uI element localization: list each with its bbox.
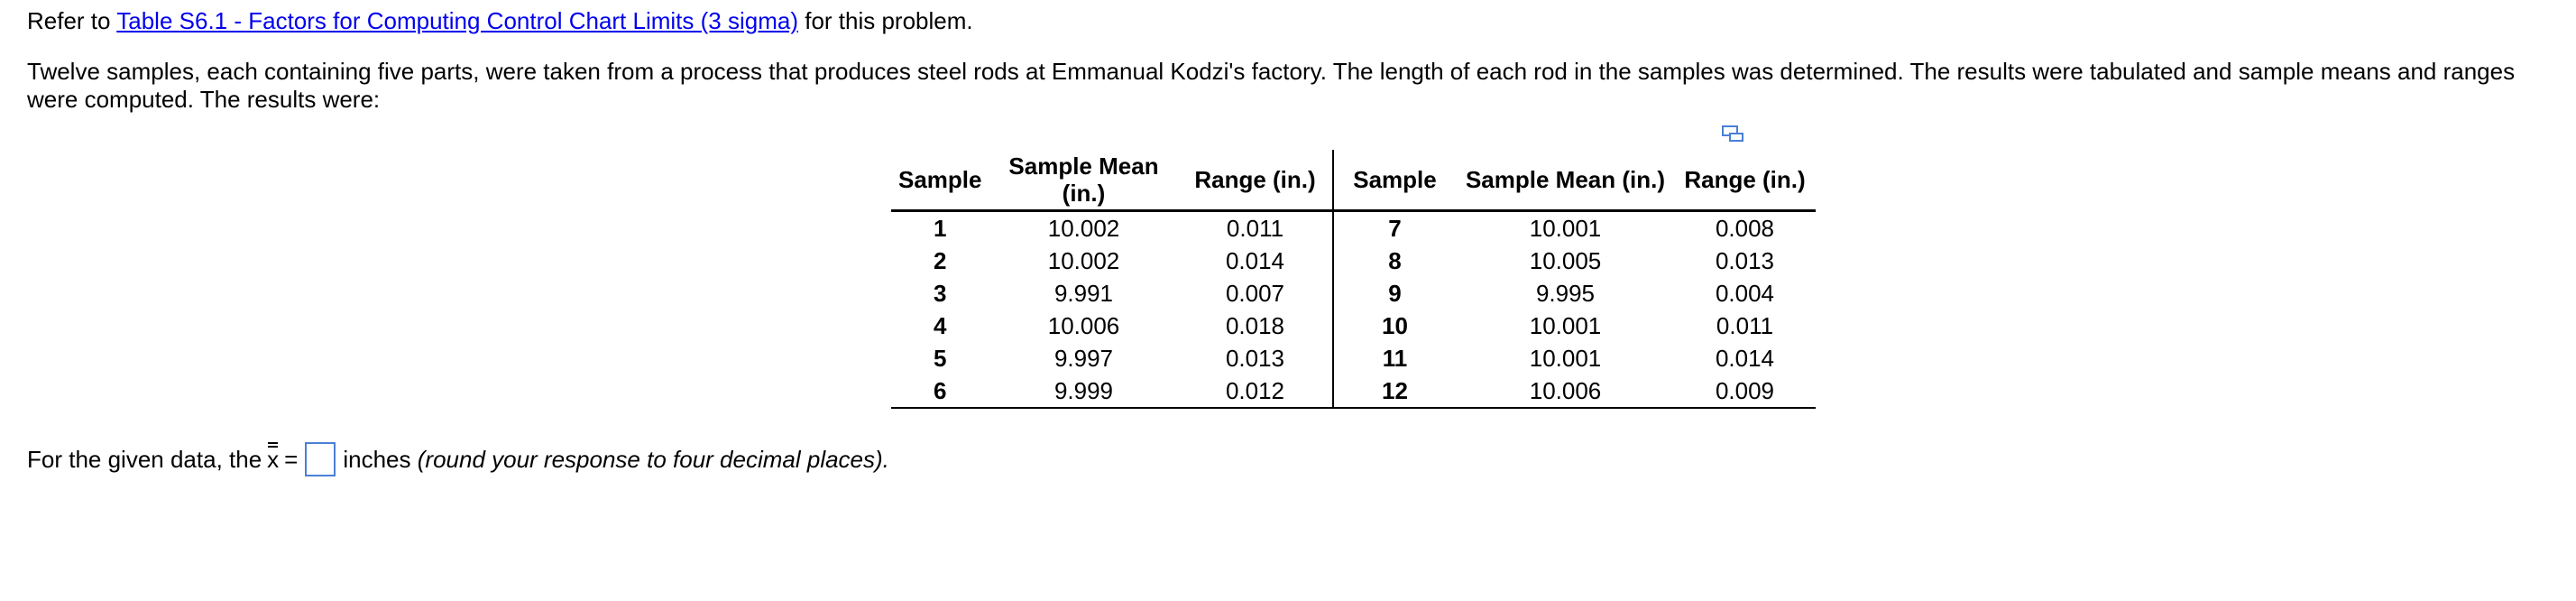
intro-prefix: Refer to [27, 7, 111, 34]
question-prefix: For the given data, the [27, 445, 262, 473]
table-cell: 10.002 [1047, 214, 1120, 242]
table-row: 4 10.006 0.018 10 10.001 0.011 [891, 310, 1816, 342]
header-row: Sample Sample Mean (in.) Range (in.) Sample… [891, 150, 1816, 212]
table-cell: 7 [1388, 214, 1402, 242]
table-cell: 2 [934, 246, 947, 274]
view-icon[interactable] [1721, 125, 1744, 143]
table-row: 1 10.002 0.011 7 10.001 0.008 [891, 210, 1816, 245]
table-cell: 0.014 [1178, 245, 1334, 277]
intro-suffix: for this problem. [805, 7, 973, 34]
table-cell: 10.006 [1047, 311, 1120, 339]
table-cell: 10.005 [1529, 246, 1602, 274]
table-cell: 10 [1382, 311, 1408, 339]
table-cell: 3 [934, 279, 947, 307]
table-cell: 10.002 [1047, 246, 1120, 274]
table-cell: 9 [1388, 279, 1402, 307]
x-double-bar: x [267, 441, 280, 474]
table-cell: 9.995 [1535, 279, 1596, 307]
intro: Refer to Table S6.1 - Factors for Comput… [27, 7, 973, 35]
column-header: Range (in.) [1674, 150, 1816, 212]
table-cell: 11 [1382, 344, 1408, 372]
table-cell: 0.004 [1715, 279, 1775, 307]
table-cell: 8 [1388, 246, 1402, 274]
table-body: 1 10.002 0.011 7 10.001 0.008 2 10.002 0.014 8 10.… [891, 210, 1816, 409]
table-row: 6 9.999 0.012 12 10.006 0.009 [891, 374, 1816, 409]
table-cell: 10.006 [1456, 374, 1675, 409]
hint: (round your response to four decimal pla… [417, 445, 889, 473]
table-cell: 0.013 [1715, 246, 1775, 274]
table-cell: 0.018 [1178, 310, 1334, 342]
table-cell: 10.001 [1529, 344, 1602, 372]
table-row: 5 9.997 0.013 11 10.001 0.014 [891, 342, 1816, 374]
table-cell: 10.001 [1529, 214, 1602, 242]
unit: inches [343, 445, 411, 473]
answer-input[interactable] [305, 442, 336, 476]
table-cell: 6 [891, 374, 989, 409]
table-cell: 0.014 [1715, 344, 1775, 372]
column-header: Sample [891, 150, 989, 212]
column-header: Range (in.) [1178, 150, 1334, 212]
column-header: Sample [1332, 150, 1457, 212]
table-cell: 0.007 [1178, 277, 1334, 310]
table-cell: 0.009 [1674, 374, 1816, 409]
table-cell: 10.001 [1529, 311, 1602, 339]
table-row: 3 9.991 0.007 9 9.995 0.004 [891, 277, 1816, 310]
table-cell: 4 [934, 311, 947, 339]
table-cell: 0.011 [1716, 311, 1774, 339]
table-link[interactable]: Table S6.1 - Factors for Computing Contr… [116, 7, 798, 34]
table-cell: 0.013 [1178, 342, 1334, 374]
data-table: Sample Sample Mean (in.) Range (in.) Sample… [891, 150, 1816, 409]
table-cell: 1 [934, 214, 947, 242]
table-cell: 9.999 [989, 374, 1179, 409]
question: For the given data, the x = inches (roun… [27, 441, 889, 476]
table-row: 2 10.002 0.014 8 10.005 0.013 [891, 245, 1816, 277]
table-cell: 0.012 [1178, 374, 1334, 409]
table-cell: 9.991 [1053, 279, 1114, 307]
column-header: Sample Mean (in.) [989, 150, 1179, 212]
table-cell: 0.008 [1715, 214, 1775, 242]
paragraph: Twelve samples, each containing five par… [27, 58, 2516, 113]
table-cell: 0.011 [1178, 210, 1334, 245]
table-cell: 12 [1332, 374, 1457, 409]
column-header: Sample Mean (in.) [1456, 150, 1675, 212]
equals: = [284, 445, 299, 473]
table-cell: 5 [934, 344, 947, 372]
symbol: x [267, 445, 280, 473]
table-cell: 9.997 [1053, 344, 1114, 372]
